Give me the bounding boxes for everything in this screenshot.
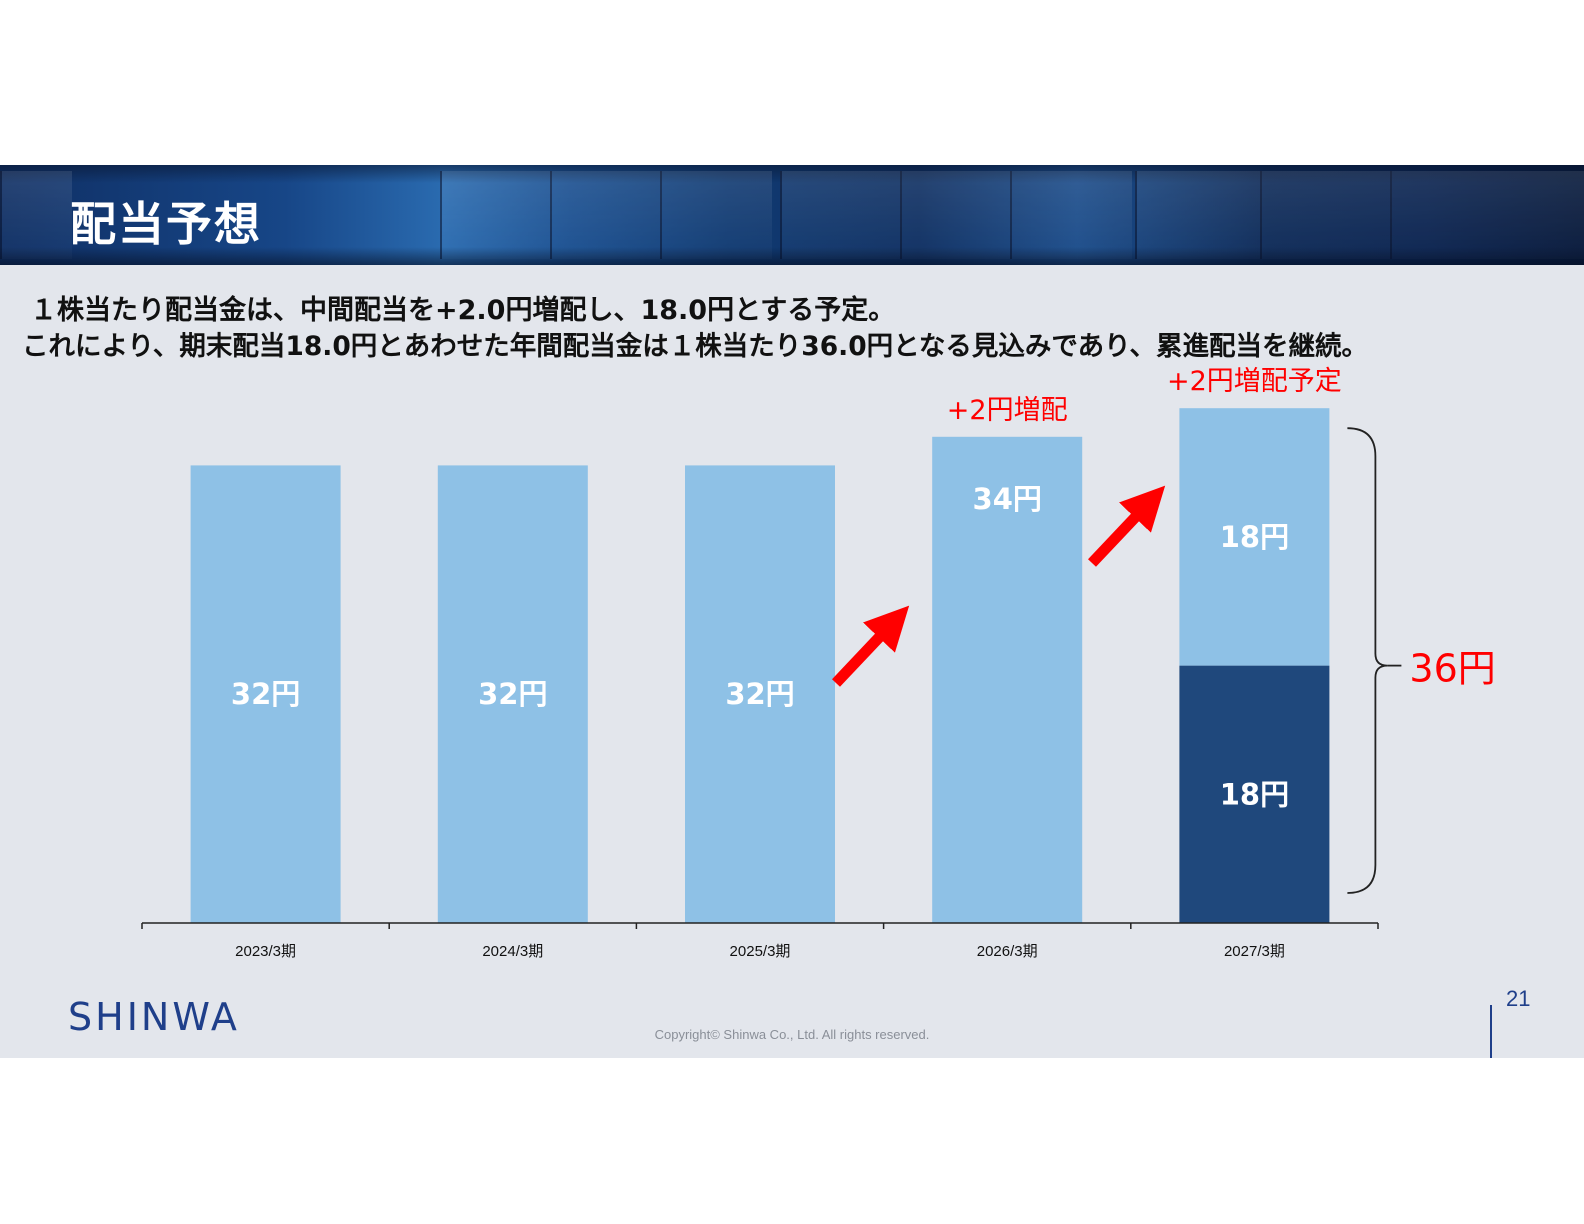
annual-total-label: 36円 <box>1409 647 1495 691</box>
increase-annotation-2027: +2円増配予定 <box>1167 366 1342 397</box>
description-line-2: これにより、期末配当18.0円とあわせた年間配当金は１株当たり36.0円となる見… <box>22 331 1369 362</box>
bar-value-label: 32円 <box>478 677 547 711</box>
header-banner <box>0 165 1584 265</box>
bar-2026/3期-s1 <box>932 436 1083 923</box>
chart-axis <box>141 922 1379 929</box>
page-number-divider <box>1490 1005 1492 1058</box>
bar-2025/3期-s1 <box>685 465 835 923</box>
chart-bars: 32円 32円 32円 34円 18円 18円 <box>190 408 1330 923</box>
bar-value-label: 34円 <box>973 482 1042 516</box>
x-tick-label: 2026/3期 <box>977 943 1038 960</box>
description-line-1: １株当たり配当金は、中間配当を+2.0円増配し、18.0円とする予定。 <box>30 295 896 326</box>
bar-value-label: 18円 <box>1220 520 1289 554</box>
increase-annotation-2026: +2円増配 <box>947 395 1068 426</box>
bar-value-label: 18円 <box>1220 777 1289 811</box>
bar-2027/3期-s1 <box>1179 665 1330 923</box>
copyright-text: Copyright© Shinwa Co., Ltd. All rights r… <box>654 1027 930 1042</box>
increase-arrow-2027 <box>1088 485 1166 567</box>
x-tick-label: 2027/3期 <box>1224 943 1285 960</box>
bar-value-label: 32円 <box>231 677 300 711</box>
x-tick-label: 2023/3期 <box>235 943 296 960</box>
page-title: 配当予想 <box>70 197 262 251</box>
x-tick-label: 2024/3期 <box>482 943 543 960</box>
chart-tick-labels: 2023/3期 2024/3期 2025/3期 2026/3期 2027/3期 <box>235 943 1285 960</box>
x-tick-label: 2025/3期 <box>730 943 791 960</box>
bar-2027/3期-s2 <box>1179 408 1330 666</box>
bar-2024/3期-s1 <box>437 465 588 923</box>
bar-2023/3期-s1 <box>190 465 341 923</box>
increase-arrow-2026 <box>832 605 910 687</box>
total-brace <box>1347 427 1388 894</box>
shinwa-logo: SHINWA <box>68 995 240 1039</box>
bar-value-label: 32円 <box>725 677 794 711</box>
page-number: 21 <box>1506 986 1531 1011</box>
chart-annotations: +2円増配 +2円増配予定 36円 <box>832 366 1496 894</box>
